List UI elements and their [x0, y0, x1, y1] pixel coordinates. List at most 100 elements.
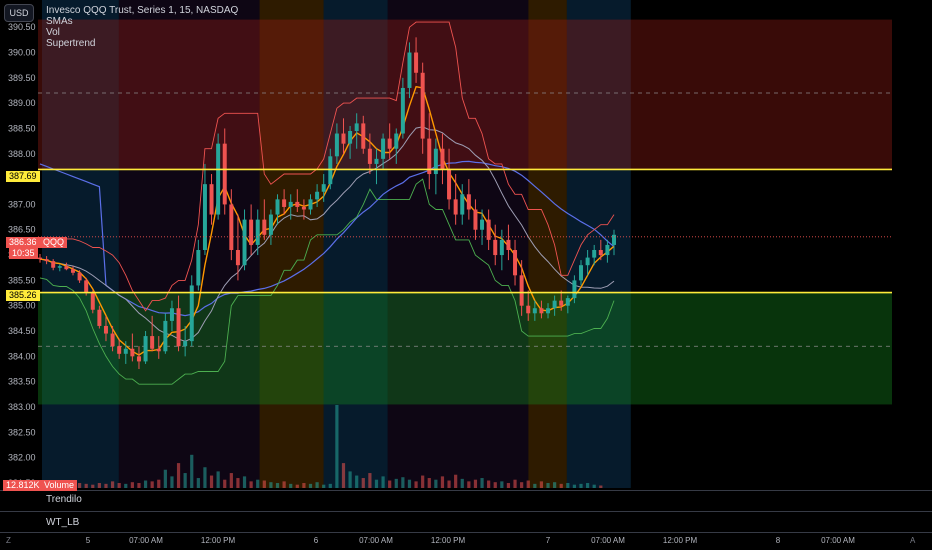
currency-button[interactable]: USD: [4, 4, 34, 22]
volume-bar: [157, 479, 161, 488]
candle-body: [460, 194, 465, 215]
candle-body: [229, 204, 234, 250]
volume-bar: [566, 483, 570, 488]
candle-body: [249, 219, 254, 245]
time-tick-label: 07:00 AM: [359, 536, 393, 545]
volume-bar: [308, 483, 313, 488]
volume-bar: [599, 485, 603, 488]
candle-body: [44, 259, 49, 262]
volume-bar: [388, 480, 392, 488]
price-tick-label: 383.50: [8, 377, 36, 387]
volume-bar: [242, 476, 247, 488]
candle-body: [123, 348, 128, 354]
candle-body: [268, 214, 273, 235]
candle-body: [493, 239, 498, 256]
candle-body: [427, 138, 432, 175]
candle-body: [440, 148, 445, 169]
pane-wtlb-label[interactable]: WT_LB: [46, 517, 80, 528]
volume-bar: [190, 454, 194, 488]
candle-body: [407, 52, 412, 88]
candle-body: [110, 333, 115, 347]
volume-bar: [586, 483, 590, 488]
candle-body: [579, 265, 584, 281]
candle-body: [222, 143, 227, 205]
volume-bar: [289, 483, 293, 488]
session-band-6: [566, 0, 631, 488]
price-tick-label: 384.50: [8, 326, 36, 336]
sma-slow-line: [39, 160, 615, 317]
volume-bar: [262, 480, 266, 488]
candle-body: [387, 138, 392, 149]
candle-body: [605, 244, 610, 256]
candle-body: [103, 325, 108, 334]
volume-bar: [355, 475, 359, 488]
candle-body: [374, 158, 379, 164]
volume-bar: [282, 481, 286, 488]
volume-bar: [487, 480, 491, 488]
candle-body: [262, 219, 267, 235]
candle-body: [473, 209, 478, 230]
last-price-tag: 386.36: [6, 237, 40, 248]
timezone-icon[interactable]: Z: [6, 536, 11, 545]
auto-scale-icon[interactable]: A: [910, 536, 916, 545]
volume-bar: [427, 478, 431, 488]
volume-bar: [124, 483, 128, 488]
legend-supertrend[interactable]: Supertrend: [46, 38, 96, 49]
legend-smas[interactable]: SMAs: [46, 16, 73, 27]
legend-symbol[interactable]: Invesco QQQ Trust, Series 1, 15, NASDAQ: [46, 5, 239, 16]
candle-body: [189, 285, 194, 342]
pane-trendilo-label[interactable]: Trendilo: [46, 494, 82, 505]
volume-bar: [381, 476, 385, 488]
candle-body: [420, 72, 425, 139]
volume-bar: [110, 481, 115, 488]
candle-body: [585, 257, 590, 266]
candle-body: [321, 184, 326, 192]
time-tick-label: 6: [314, 536, 319, 545]
candle-body: [209, 184, 214, 215]
candle-body: [381, 138, 386, 159]
volume-bar: [421, 475, 425, 488]
candle-body: [506, 239, 511, 250]
candle-body: [176, 308, 181, 347]
candle-body: [216, 143, 221, 215]
candle-body: [486, 219, 491, 240]
time-tick-label: 7: [546, 536, 551, 545]
candle-body: [394, 133, 399, 149]
candle-body: [453, 199, 458, 215]
candle-body: [38, 257, 42, 260]
volume-bar: [170, 476, 174, 488]
time-tick-label: 12:00 PM: [663, 536, 698, 545]
volume-bar: [275, 483, 280, 488]
price-tick-label: 385.50: [8, 275, 36, 285]
volume-bar: [513, 479, 517, 488]
candle-body: [90, 293, 95, 310]
volume-bar: [315, 482, 319, 488]
pane-divider[interactable]: [0, 511, 932, 512]
volume-bar: [539, 481, 544, 488]
volume-bar: [137, 483, 141, 488]
session-band-5: [528, 0, 567, 488]
volume-bar: [256, 479, 260, 488]
volume-bar: [546, 483, 550, 488]
candle-body: [559, 300, 564, 306]
pane-divider[interactable]: [0, 490, 932, 491]
time-tick-label: 12:00 PM: [431, 536, 466, 545]
candle-body: [552, 300, 557, 309]
sma-fast-line: [39, 85, 615, 356]
legend-vol[interactable]: Vol: [46, 27, 60, 38]
volume-bar: [143, 480, 148, 488]
candle-body: [334, 133, 339, 157]
volume-bar: [77, 483, 82, 488]
volume-bar: [269, 482, 273, 488]
candle-body: [288, 201, 293, 207]
candle-body: [348, 131, 353, 144]
volume-bar: [447, 480, 451, 488]
price-tick-label: 385.00: [8, 301, 36, 311]
volume-bar: [434, 479, 438, 488]
candle-body: [301, 206, 306, 210]
chart-legend: Invesco QQQ Trust, Series 1, 15, NASDAQ …: [46, 5, 238, 49]
volume-bar: [84, 483, 88, 488]
volume-bar: [302, 483, 306, 488]
candle-body: [242, 219, 247, 266]
